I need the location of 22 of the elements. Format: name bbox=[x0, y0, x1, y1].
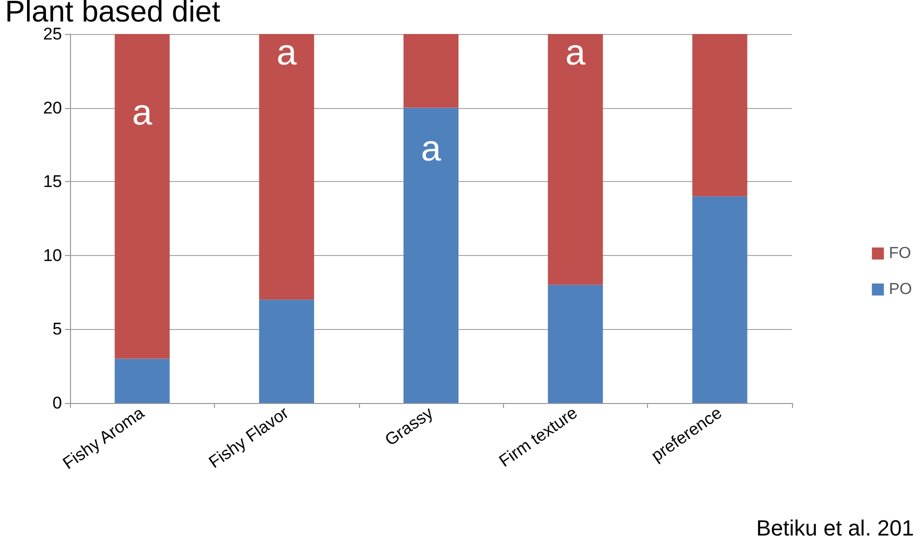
bar bbox=[692, 196, 748, 403]
bar bbox=[259, 300, 314, 403]
bar bbox=[692, 34, 748, 196]
annotation: a bbox=[565, 32, 586, 72]
bar bbox=[404, 34, 458, 108]
annotation: a bbox=[276, 32, 298, 72]
bar bbox=[114, 34, 170, 359]
bar bbox=[404, 108, 458, 403]
legend-label: FO bbox=[888, 245, 912, 262]
y-tick-label: 20 bbox=[43, 98, 62, 118]
bar bbox=[548, 34, 603, 285]
bar bbox=[114, 358, 170, 403]
text: Betiku et al. 201 bbox=[756, 516, 914, 540]
y-tick-label: 10 bbox=[43, 246, 62, 265]
legend-label: PO bbox=[888, 281, 912, 298]
y-tick-label: 5 bbox=[52, 320, 62, 339]
y-tick-label: 15 bbox=[43, 172, 62, 192]
bar bbox=[548, 284, 603, 403]
annotation: a bbox=[132, 92, 154, 132]
bar bbox=[259, 34, 314, 300]
annotation: a bbox=[420, 128, 442, 168]
y-tick-label: 0 bbox=[52, 394, 62, 412]
